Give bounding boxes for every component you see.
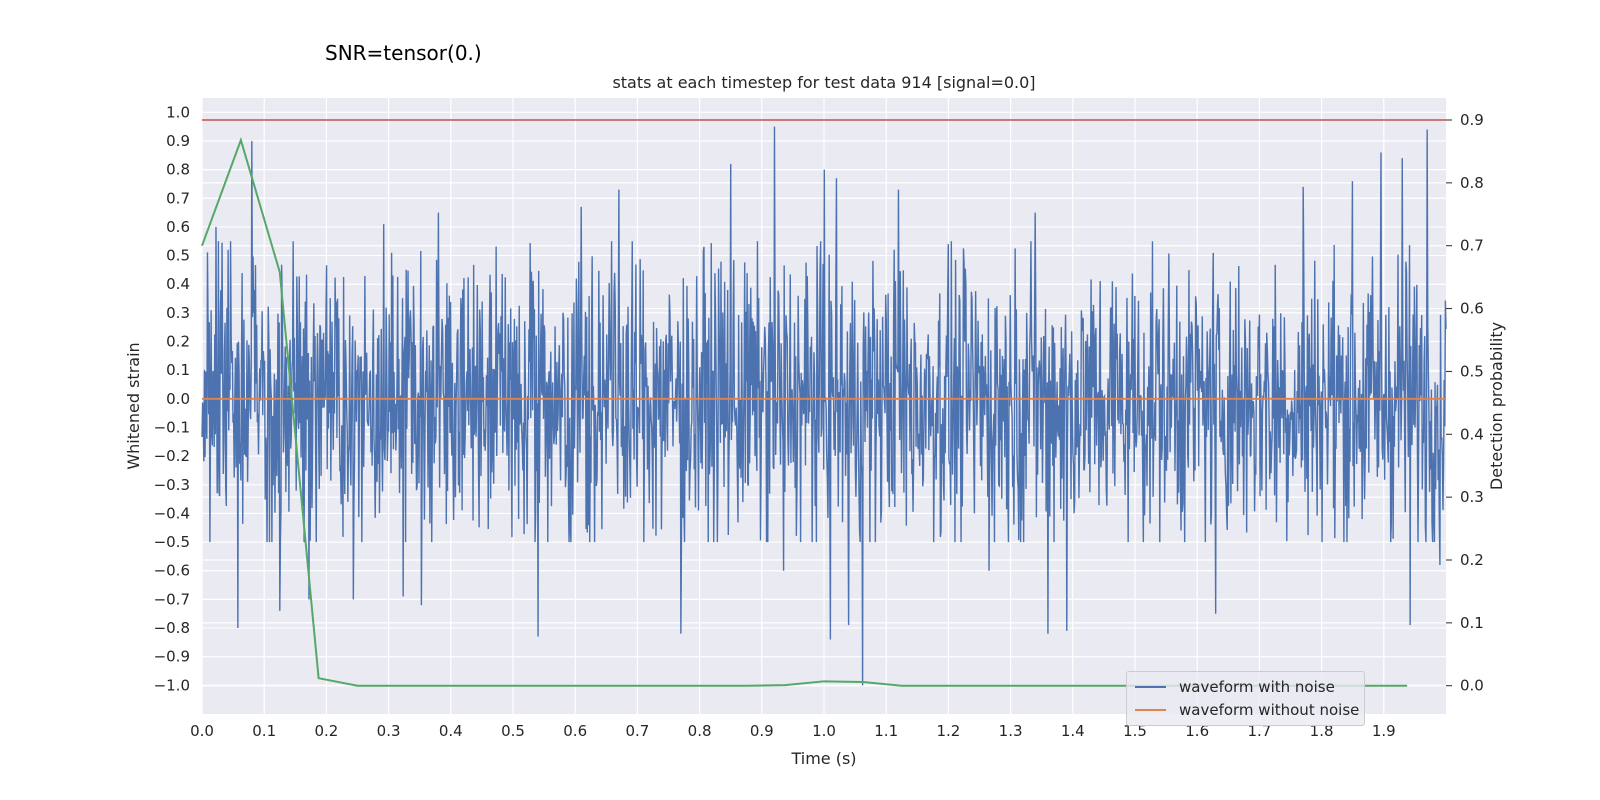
y-tick-label: −0.7 bbox=[154, 590, 190, 608]
y-tick-label: −0.8 bbox=[154, 619, 190, 637]
y-axis-label: Whitened strain bbox=[124, 342, 143, 469]
x-axis-label: Time (s) bbox=[790, 749, 856, 768]
x-tick-label: 1.2 bbox=[936, 722, 960, 740]
legend-label: waveform without noise bbox=[1179, 701, 1360, 719]
y-tick-label: −0.3 bbox=[154, 476, 190, 494]
y2-tick-label: 0.1 bbox=[1460, 614, 1484, 632]
y-tick-label: −0.5 bbox=[154, 533, 190, 551]
y2-axis-label: Detection probability bbox=[1487, 322, 1506, 490]
x-tick-label: 1.3 bbox=[999, 722, 1023, 740]
y2-tick-label: 0.5 bbox=[1460, 362, 1484, 380]
y-tick-label: −0.4 bbox=[154, 504, 190, 522]
y-tick-label: −1.0 bbox=[154, 676, 190, 694]
y-tick-label: 0.4 bbox=[166, 275, 190, 293]
chart-title: stats at each timestep for test data 914… bbox=[612, 73, 1035, 92]
x-tick-label: 0.2 bbox=[314, 722, 338, 740]
y-tick-label: 0.6 bbox=[166, 218, 190, 236]
y2-tick-label: 0.4 bbox=[1460, 425, 1484, 443]
y-tick-label: 0.8 bbox=[166, 161, 190, 179]
y-tick-label: −0.9 bbox=[154, 648, 190, 666]
y-tick-label: 1.0 bbox=[166, 103, 190, 121]
x-tick-label: 0.5 bbox=[501, 722, 525, 740]
y-tick-label: 0.0 bbox=[166, 390, 190, 408]
y-tick-label: 0.2 bbox=[166, 333, 190, 351]
x-tick-label: 1.0 bbox=[812, 722, 836, 740]
legend: waveform with noise waveform without noi… bbox=[1126, 671, 1365, 726]
y-tick-label: 0.9 bbox=[166, 132, 190, 150]
legend-item-waveform-without-noise: waveform without noise bbox=[1135, 700, 1359, 720]
x-tick-label: 1.6 bbox=[1185, 722, 1209, 740]
legend-swatch-orange bbox=[1135, 709, 1166, 711]
axes-labels: 0.0 0.1 0.2 0.3 0.4 0.5 0.6 0.7 0.8 0.9 1.0 1.1 1.2 1… bbox=[154, 103, 1484, 740]
x-tick-label: 1.1 bbox=[874, 722, 898, 740]
x-tick-label: 0.0 bbox=[190, 722, 214, 740]
y2-tick-label: 0.2 bbox=[1460, 551, 1484, 569]
x-tick-label: 0.7 bbox=[625, 722, 649, 740]
x-tick-label: 0.8 bbox=[688, 722, 712, 740]
x-tick-label: 0.9 bbox=[750, 722, 774, 740]
y2-tick-label: 0.3 bbox=[1460, 488, 1484, 506]
y-tick-label: −0.2 bbox=[154, 447, 190, 465]
figure-suptitle: SNR=tensor(0.) bbox=[325, 41, 482, 65]
series-waveform-with-noise bbox=[201, 126, 1447, 686]
x-tick-label: 1.8 bbox=[1310, 722, 1334, 740]
y-tick-label: −0.6 bbox=[154, 562, 190, 580]
x-tick-label: 1.9 bbox=[1372, 722, 1396, 740]
x-tick-label: 0.4 bbox=[439, 722, 463, 740]
y2-tick-label: 0.9 bbox=[1460, 111, 1484, 129]
x-tick-label: 1.5 bbox=[1123, 722, 1147, 740]
legend-label: waveform with noise bbox=[1179, 678, 1335, 696]
x-tick-label: 0.6 bbox=[563, 722, 587, 740]
y2-tick-label: 0.7 bbox=[1460, 237, 1484, 255]
x-tick-label: 1.4 bbox=[1061, 722, 1085, 740]
legend-swatch-blue bbox=[1135, 686, 1166, 688]
y-tick-label: 0.1 bbox=[166, 361, 190, 379]
y2-tick-label: 0.0 bbox=[1460, 677, 1484, 695]
x-tick-label: 0.1 bbox=[252, 722, 276, 740]
y-tick-label: 0.7 bbox=[166, 189, 190, 207]
x-tick-label: 0.3 bbox=[377, 722, 401, 740]
legend-item-waveform-with-noise: waveform with noise bbox=[1135, 677, 1335, 697]
y-tick-label: 0.3 bbox=[166, 304, 190, 322]
y-tick-label: 0.5 bbox=[166, 247, 190, 265]
y-tick-label: −0.1 bbox=[154, 418, 190, 436]
x-tick-label: 1.7 bbox=[1247, 722, 1271, 740]
y2-tick-label: 0.6 bbox=[1460, 300, 1484, 318]
y2-tick-label: 0.8 bbox=[1460, 174, 1484, 192]
